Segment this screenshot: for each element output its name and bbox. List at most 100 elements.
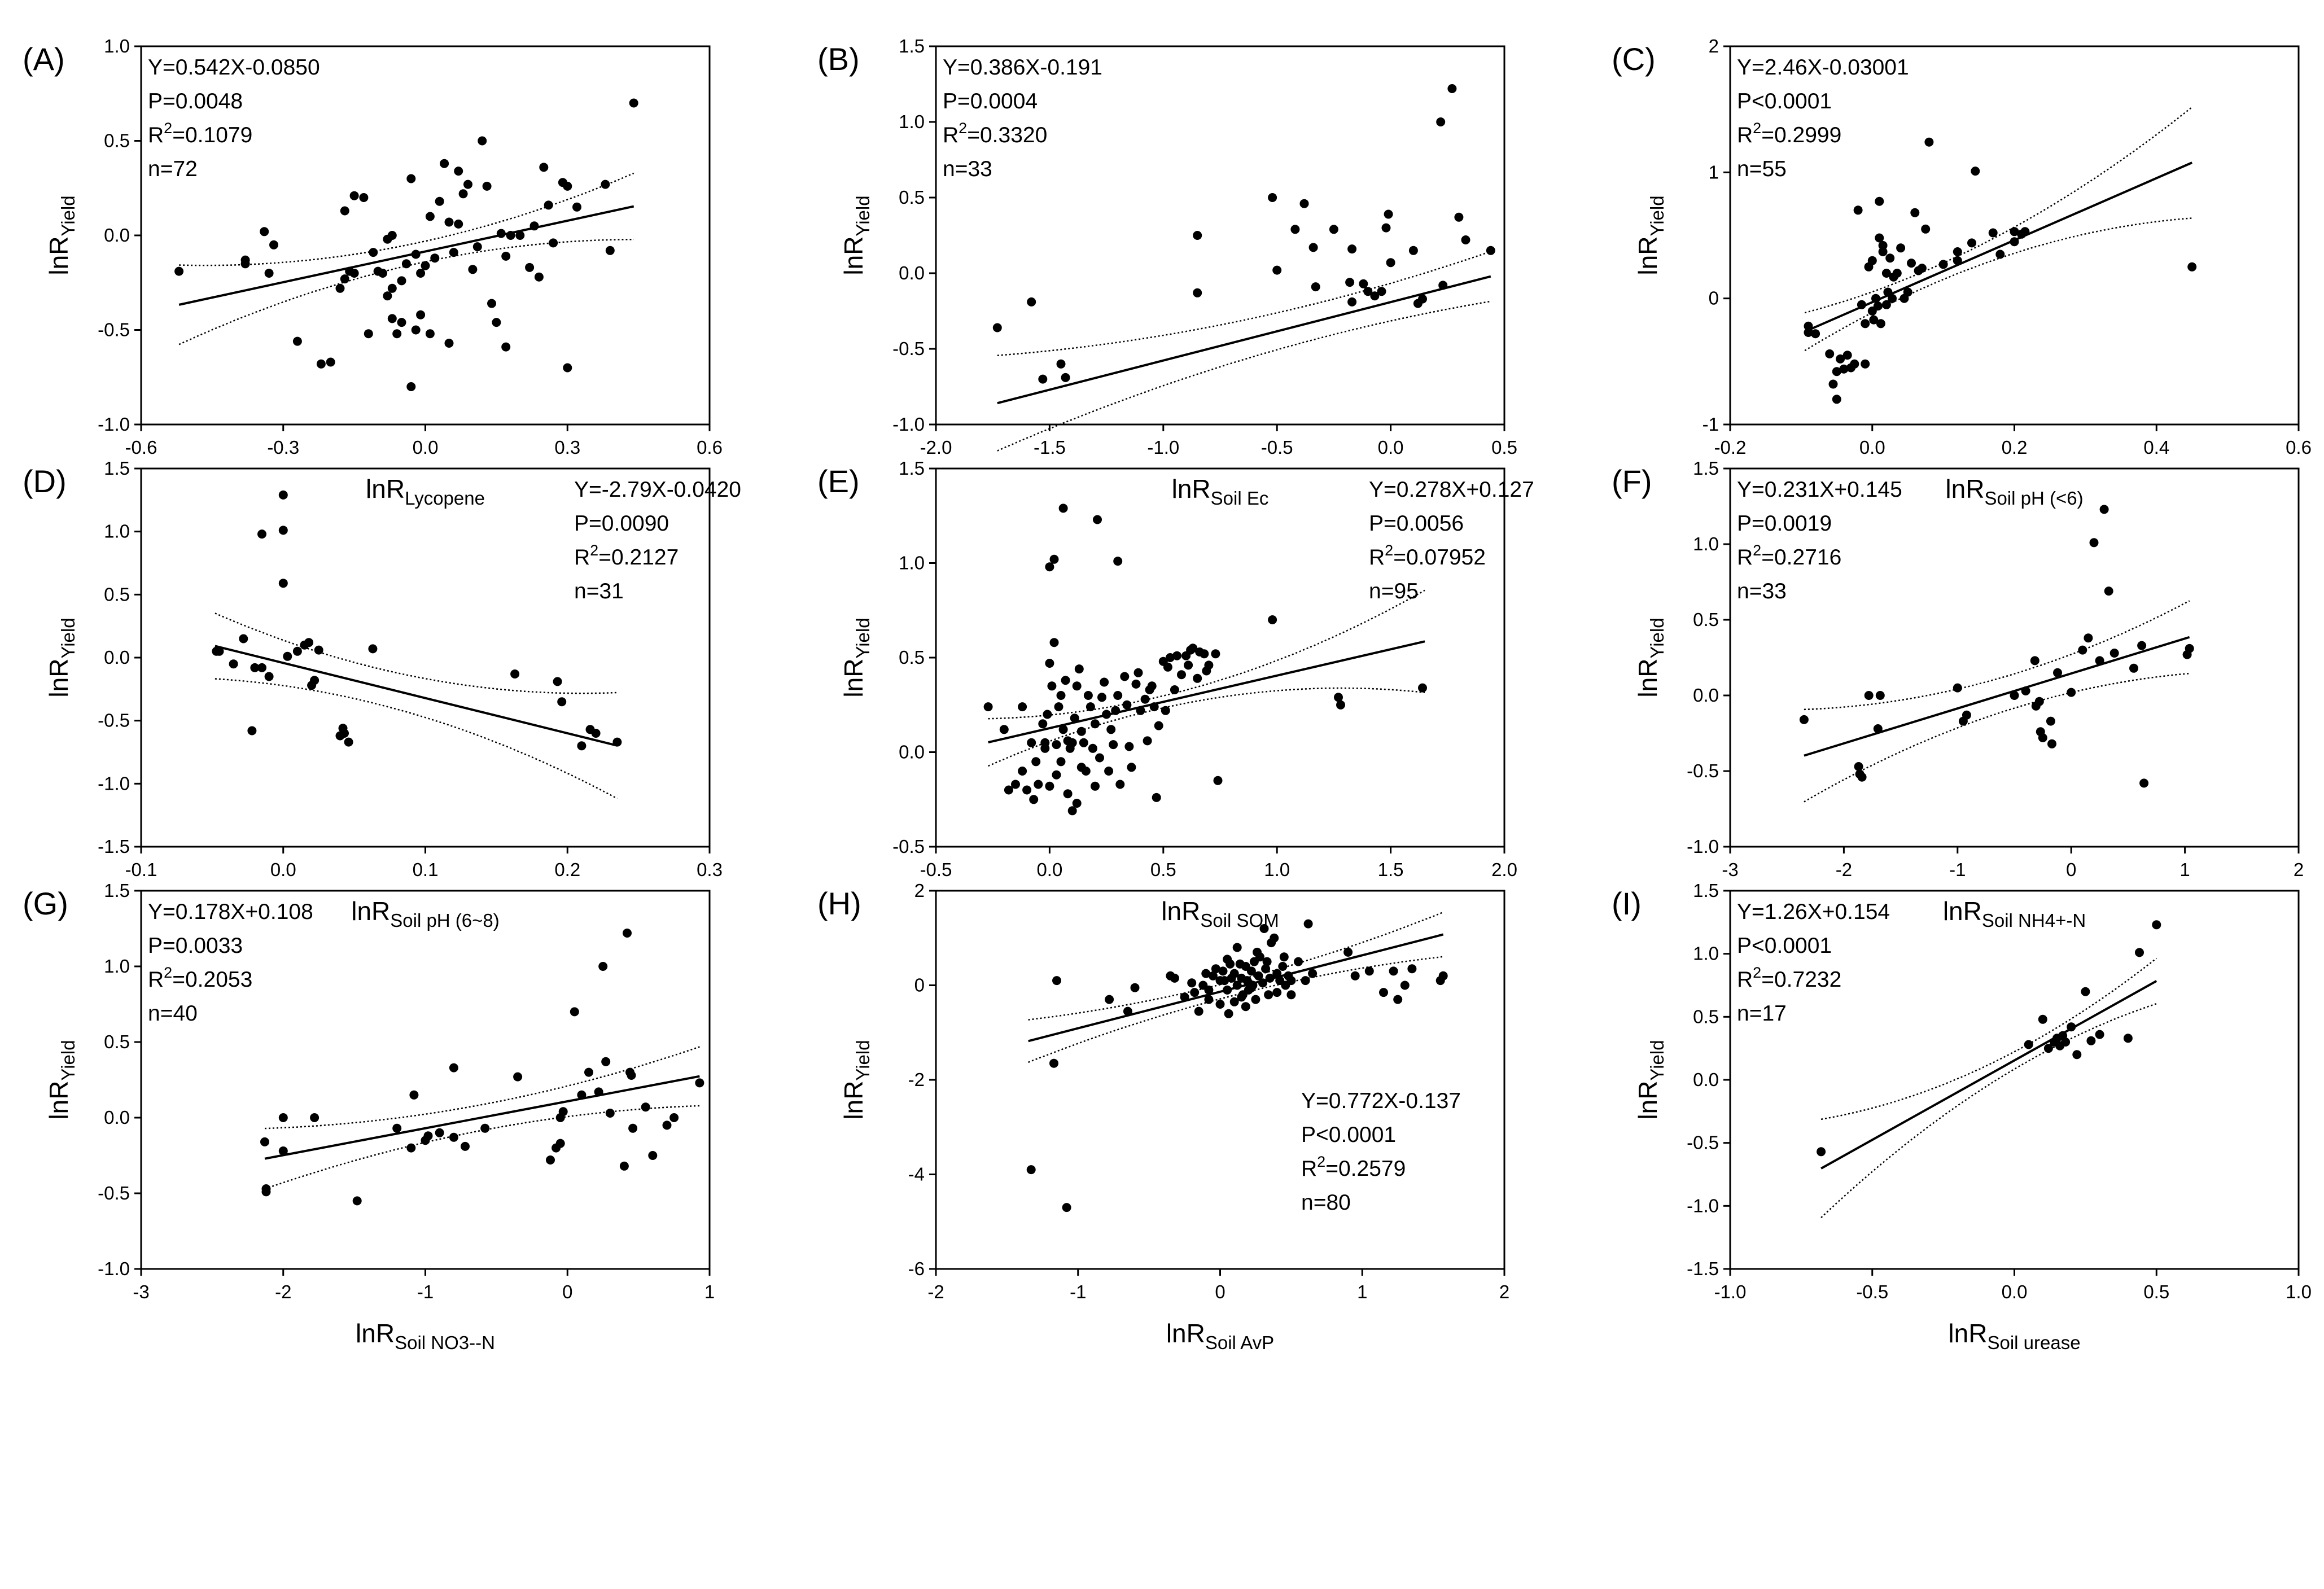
x-axis-label-main: lnR <box>356 1319 395 1348</box>
ci-band-upper <box>1804 600 2190 711</box>
data-point <box>1072 681 1082 691</box>
data-point <box>310 676 320 685</box>
data-point <box>1224 1009 1233 1018</box>
data-point <box>1873 301 1883 311</box>
data-point <box>1097 693 1106 702</box>
y-tick-label: 1.5 <box>899 458 925 479</box>
y-tick-label: 0.5 <box>104 130 130 151</box>
panel-label: (H) <box>817 886 861 921</box>
y-tick-label: -1.0 <box>98 773 130 794</box>
x-tick-label: -2 <box>275 1281 291 1302</box>
data-point <box>534 272 544 282</box>
panel-label: (A) <box>23 41 65 77</box>
y-tick-label: 1.0 <box>104 36 130 56</box>
data-point <box>2053 668 2062 677</box>
x-tick-label: -0.5 <box>1261 437 1293 458</box>
data-point <box>1088 743 1097 753</box>
y-tick-label: -1.0 <box>98 1258 130 1279</box>
data-point <box>529 221 539 231</box>
data-point <box>563 181 572 191</box>
y-tick-label: 0.5 <box>899 647 925 668</box>
data-point <box>2072 1050 2082 1060</box>
data-point <box>1953 256 1962 265</box>
data-point <box>229 659 238 669</box>
data-point <box>501 251 511 261</box>
y-axis-label-sub: Yield <box>1647 1040 1667 1080</box>
stats-r2-value: =0.2579 <box>1325 1157 1406 1181</box>
data-point <box>1091 719 1100 729</box>
x-axis-label-main: lnR <box>1948 1319 1987 1348</box>
data-point <box>2078 645 2087 655</box>
x-axis-label-sub: Soil pH (<6) <box>1984 488 2083 509</box>
data-point <box>1461 235 1470 244</box>
x-tick-label: -3 <box>1722 859 1738 880</box>
y-tick-label: 1.0 <box>899 111 925 132</box>
data-point <box>1170 685 1179 694</box>
stats-n: n=72 <box>148 157 198 181</box>
y-tick-label: -0.5 <box>892 338 925 359</box>
panel-d: -0.1 0.0 0.1 0.2 0.3 -1.5 -1.0 -0.5 0.0 0.5 1.0 1.5… <box>23 458 741 931</box>
data-point <box>1842 351 1852 360</box>
data-point <box>1204 985 1214 995</box>
ci-band-lower <box>1028 956 1443 1063</box>
data-point <box>1301 976 1310 986</box>
data-point <box>648 1151 658 1160</box>
x-tick-label: 0.3 <box>554 437 580 458</box>
stats-r2-exponent: 2 <box>1753 542 1761 559</box>
x-tick-label: -3 <box>133 1281 149 1302</box>
data-point <box>1056 691 1066 700</box>
y-tick-label: 1.0 <box>104 521 130 542</box>
data-point <box>1143 736 1152 746</box>
y-axis-label: lnRYield <box>839 1040 873 1119</box>
data-point <box>478 136 487 146</box>
data-point <box>1241 1002 1250 1012</box>
data-point <box>1052 740 1061 750</box>
x-tick-label: 2.0 <box>1491 859 1517 880</box>
data-point <box>1347 297 1357 307</box>
data-point <box>1381 223 1391 233</box>
data-point <box>1177 670 1186 680</box>
data-point <box>1881 300 1891 309</box>
y-tick-label: -0.5 <box>98 1183 130 1203</box>
stats-p-value: P<0.0001 <box>1301 1123 1396 1147</box>
x-tick-label: 0.0 <box>413 437 439 458</box>
y-tick-label: 1.5 <box>104 458 130 479</box>
data-point <box>1054 702 1063 712</box>
data-point <box>598 962 608 971</box>
x-tick-label: -1.5 <box>1034 437 1066 458</box>
data-point <box>260 227 269 237</box>
data-point <box>1854 762 1863 771</box>
data-point <box>1211 649 1220 659</box>
data-point <box>1286 976 1296 986</box>
data-point <box>1861 359 1870 369</box>
y-tick-label: 0.5 <box>1693 609 1719 630</box>
panel-a: -0.6 -0.3 0.0 0.3 0.6-1.0-0.50.00.51.0lnRLyc… <box>23 36 723 509</box>
y-tick-label: 1.0 <box>1693 533 1719 554</box>
stats-n: n=40 <box>148 1001 198 1026</box>
x-axis-label-sub: Lycopene <box>405 488 485 509</box>
y-tick-label: 1.5 <box>104 880 130 901</box>
data-point <box>487 299 496 308</box>
data-point <box>1201 969 1211 978</box>
data-point <box>1329 225 1338 234</box>
data-point <box>2067 1022 2076 1032</box>
data-point <box>449 1132 458 1142</box>
x-tick-label: 0.0 <box>2002 1281 2028 1302</box>
data-point <box>406 382 416 391</box>
stats-r2-exponent: 2 <box>1385 542 1393 559</box>
y-axis-label-main: lnR <box>839 237 868 275</box>
ci-band-upper <box>1028 911 1444 1021</box>
y-tick-label: -0.5 <box>1687 1132 1719 1153</box>
stats-p-value: P<0.0001 <box>1737 89 1832 113</box>
data-point <box>1864 691 1874 700</box>
data-point <box>662 1120 672 1130</box>
data-point <box>1389 966 1398 976</box>
x-axis-label-main: lnR <box>1945 474 1984 504</box>
stats-p-value: P=0.0048 <box>148 89 243 113</box>
data-point <box>240 259 250 269</box>
data-point <box>1279 952 1289 962</box>
data-point <box>1063 789 1073 799</box>
data-point <box>2024 1040 2033 1049</box>
